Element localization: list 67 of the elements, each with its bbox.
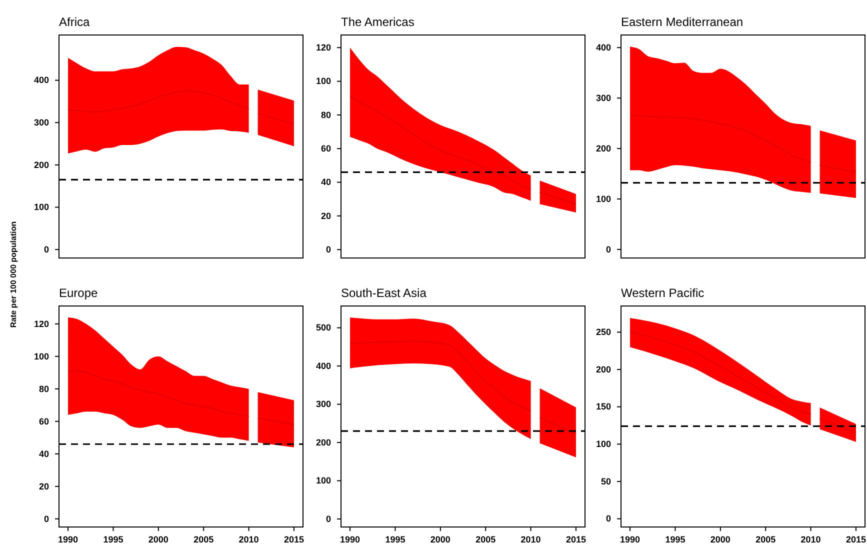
y-tick-label: 100 [34,351,49,362]
x-tick-label: 1990 [620,534,640,544]
x-tick-label: 2005 [194,534,214,544]
line-series [67,90,250,113]
y-tick-label: 20 [38,481,49,492]
y-tick-label: 100 [316,476,331,486]
x-tick-label: 2000 [148,534,168,544]
y-tick-label: 250 [596,327,611,338]
y-tick-label: 400 [34,75,49,86]
x-tick-label: 1995 [665,534,686,544]
x-tick-label: 1990 [340,534,360,544]
chart-title: South-East Asia [341,286,427,300]
y-tick-label: 0 [606,514,611,524]
y-tick-label: 150 [596,402,611,412]
y-tick-label: 0 [326,514,331,524]
x-tick-label: 2010 [520,534,541,544]
x-tick-label: 1990 [58,534,78,544]
y-tick-label: 400 [316,360,331,371]
y-tick-label: 120 [316,42,331,53]
x-tick-label: 2005 [756,534,776,544]
line-series [629,332,812,415]
y-tick-label: 100 [316,76,331,86]
y-tick-label: 0 [326,244,331,254]
y-tick-label: 300 [596,92,611,103]
chart-title: Western Pacific [621,286,704,300]
y-tick-label: 40 [38,448,49,459]
y-tick-label: 120 [34,318,49,329]
line-series [349,96,532,190]
x-tick-label: 2015 [566,534,586,544]
x-tick-label: 2010 [800,534,821,544]
x-tick-label: 2010 [238,534,259,544]
y-tick-label: 200 [596,364,611,374]
y-axis-title: Rate per 100 000 population [9,221,18,328]
x-tick-label: 2000 [430,534,450,544]
chart-title: Europe [59,286,98,300]
chart-title: The Americas [341,15,414,29]
y-tick-label: 200 [316,437,331,448]
y-tick-label: 100 [34,202,49,212]
y-tick-label: 300 [316,399,331,410]
y-tick-label: 0 [606,244,611,254]
y-tick-label: 50 [600,476,611,486]
y-tick-label: 80 [320,110,331,120]
x-tick-label: 2000 [710,534,730,544]
y-tick-label: 300 [34,117,49,128]
x-tick-label: 2015 [284,534,304,544]
y-tick-label: 0 [44,244,49,254]
y-tick-label: 500 [316,322,331,333]
y-tick-label: 60 [38,416,49,426]
chart-title: Africa [59,15,90,29]
y-tick-label: 400 [596,42,611,52]
x-tick-label: 2005 [476,534,496,544]
x-tick-label: 1995 [103,534,124,544]
x-tick-label: 2015 [846,534,866,544]
y-tick-label: 100 [596,194,611,204]
x-tick-label: 1995 [385,534,406,544]
y-tick-label: 60 [320,143,331,154]
line-series [629,114,812,163]
line-series [349,340,532,412]
chart-title: Eastern Mediterranean [621,15,744,29]
y-tick-label: 200 [596,143,611,154]
y-tick-label: 200 [34,160,49,170]
y-tick-label: 0 [44,514,49,524]
y-tick-label: 20 [320,210,331,221]
y-tick-label: 100 [596,439,611,450]
y-tick-label: 40 [320,177,331,188]
line-series [67,370,250,418]
y-tick-label: 80 [38,384,49,394]
